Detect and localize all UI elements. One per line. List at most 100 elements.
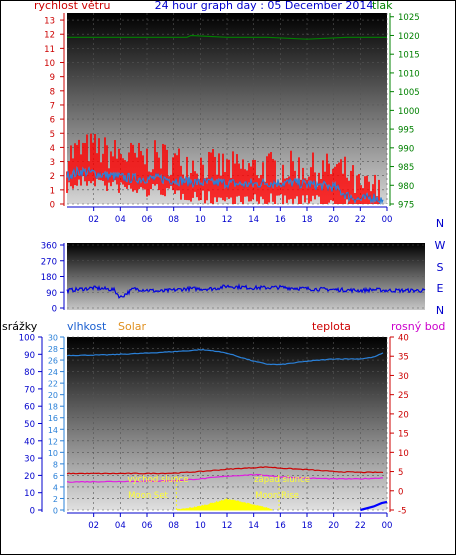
- temperature-tick-label: -5: [398, 507, 406, 517]
- weather-x-tick-label: 20: [328, 521, 339, 531]
- weather-x-tick-label: 02: [88, 521, 99, 531]
- direction-compass-label: E: [437, 282, 444, 295]
- wind-left-tick-label: 9: [50, 73, 55, 83]
- wind-left-tick-label: 3: [50, 158, 55, 168]
- pressure-right-tick-label: 990: [398, 144, 414, 154]
- humidity-tick-label: 2: [53, 495, 58, 504]
- direction-left-tick-label: 0: [52, 305, 57, 315]
- wind-x-tick-label: 10: [195, 215, 206, 225]
- wind-left-tick-label: 12: [44, 31, 55, 41]
- humidity-tick-label: 30: [48, 334, 58, 343]
- wind-x-tick-label: 20: [328, 215, 339, 225]
- temperature-tick-label: 20: [398, 410, 409, 420]
- wind-left-tick-label: 5: [50, 130, 55, 140]
- dewpoint-line: [66, 473, 383, 483]
- temperature-tick-label: 30: [398, 372, 409, 382]
- pressure-right-tick-label: 995: [398, 126, 414, 136]
- rain-tick-label: 20: [24, 472, 35, 482]
- moonset-label: Moon Set: [128, 491, 168, 501]
- temperature-tick-label: 0: [398, 487, 403, 497]
- humidity-tick-label: 18: [48, 403, 58, 412]
- humidity-tick-label: 4: [53, 483, 58, 492]
- rain-tick-label: 70: [24, 385, 35, 395]
- sunrise-label: východ slunce: [128, 475, 189, 485]
- pressure-right-tick-label: 975: [398, 201, 414, 211]
- weather-x-tick-label: 04: [115, 521, 126, 531]
- legend-temperature: teplota: [312, 320, 351, 333]
- direction-plot-area: [67, 243, 425, 310]
- pressure-right-tick-label: 1005: [398, 88, 420, 98]
- wind-left-tick-label: 6: [50, 116, 55, 126]
- weather-x-tick-label: 18: [302, 521, 313, 531]
- wind-left-tick-label: 4: [50, 144, 55, 154]
- legend-rain: srážky: [2, 320, 38, 333]
- humidity-tick-label: 6: [53, 472, 58, 481]
- weather-x-tick-label: 14: [248, 521, 259, 531]
- rain-tick-label: 10: [24, 489, 35, 499]
- wind-left-tick-label: 11: [44, 45, 55, 55]
- wind-left-tick-label: 0: [50, 201, 55, 211]
- humidity-tick-label: 0: [53, 507, 58, 516]
- legend-dewpoint: rosný bod: [391, 320, 445, 333]
- weather-x-tick-label: 16: [275, 521, 286, 531]
- wind-average-line: [66, 166, 384, 205]
- direction-left-tick-label: 360: [41, 242, 57, 252]
- weather-x-tick-label: 06: [142, 521, 153, 531]
- weather-x-tick-label: 22: [355, 521, 366, 531]
- direction-left-tick-label: 270: [41, 257, 57, 267]
- direction-compass-label: W: [435, 239, 446, 252]
- rain-tick-label: 40: [24, 437, 35, 447]
- wind-left-tick-label: 1: [50, 186, 55, 196]
- pressure-right-tick-label: 1025: [398, 13, 420, 23]
- direction-compass-label: S: [437, 261, 444, 274]
- pressure-right-tick-label: 980: [398, 182, 414, 192]
- wind-x-tick-label: 00: [382, 215, 393, 225]
- wind-left-tick-label: 10: [44, 59, 55, 69]
- humidity-tick-label: 24: [48, 368, 58, 377]
- humidity-tick-label: 26: [48, 357, 58, 366]
- direction-left-tick-label: 90: [46, 289, 57, 299]
- wind-x-tick-label: 04: [115, 215, 126, 225]
- humidity-tick-label: 10: [48, 449, 58, 458]
- temperature-tick-label: 5: [398, 468, 403, 478]
- wind-x-tick-label: 14: [248, 215, 259, 225]
- pressure-right-tick-label: 1010: [398, 69, 420, 79]
- temperature-tick-label: 40: [398, 334, 409, 344]
- pressure-right-tick-label: 1015: [398, 51, 420, 61]
- humidity-tick-label: 8: [53, 460, 58, 469]
- temperature-tick-label: 25: [398, 391, 409, 401]
- humidity-tick-label: 22: [48, 380, 58, 389]
- chart-title: 24 hour graph day : 05 December 2014: [155, 0, 374, 12]
- wind-axis-label: rychlost větru: [34, 0, 110, 12]
- direction-left-tick-label: 180: [41, 273, 57, 283]
- humidity-tick-label: 12: [48, 437, 58, 446]
- wind-left-tick-label: 7: [50, 101, 55, 111]
- weather-x-tick-label: 08: [168, 521, 179, 531]
- rain-tick-label: 50: [24, 420, 35, 430]
- rain-tick-label: 100: [19, 334, 35, 344]
- wind-x-tick-label: 16: [275, 215, 286, 225]
- rain-tick-label: 30: [24, 455, 35, 465]
- humidity-tick-label: 20: [48, 391, 58, 400]
- temperature-tick-label: 15: [398, 430, 409, 440]
- weather-x-tick-label: 00: [382, 521, 393, 531]
- moonrise-label: Moon Rise: [255, 491, 299, 501]
- wind-x-tick-label: 06: [142, 215, 153, 225]
- weather-x-tick-label: 10: [195, 521, 206, 531]
- temperature-tick-label: 35: [398, 353, 409, 363]
- humidity-tick-label: 16: [48, 414, 58, 423]
- wind-x-tick-label: 18: [302, 215, 313, 225]
- temperature-tick-label: 10: [398, 449, 409, 459]
- pressure-axis-label: tlak: [372, 0, 393, 12]
- rain-tick-label: 80: [24, 368, 35, 378]
- sunset-label: západ slunce: [254, 475, 310, 485]
- wind-x-tick-label: 08: [168, 215, 179, 225]
- wind-x-tick-label: 12: [222, 215, 233, 225]
- humidity-line: [66, 348, 384, 366]
- direction-compass-label: N: [436, 304, 444, 317]
- rain-line: [360, 500, 388, 512]
- solar-area: [177, 498, 273, 511]
- weather-x-tick-label: 12: [222, 521, 233, 531]
- rain-tick-label: 60: [24, 403, 35, 413]
